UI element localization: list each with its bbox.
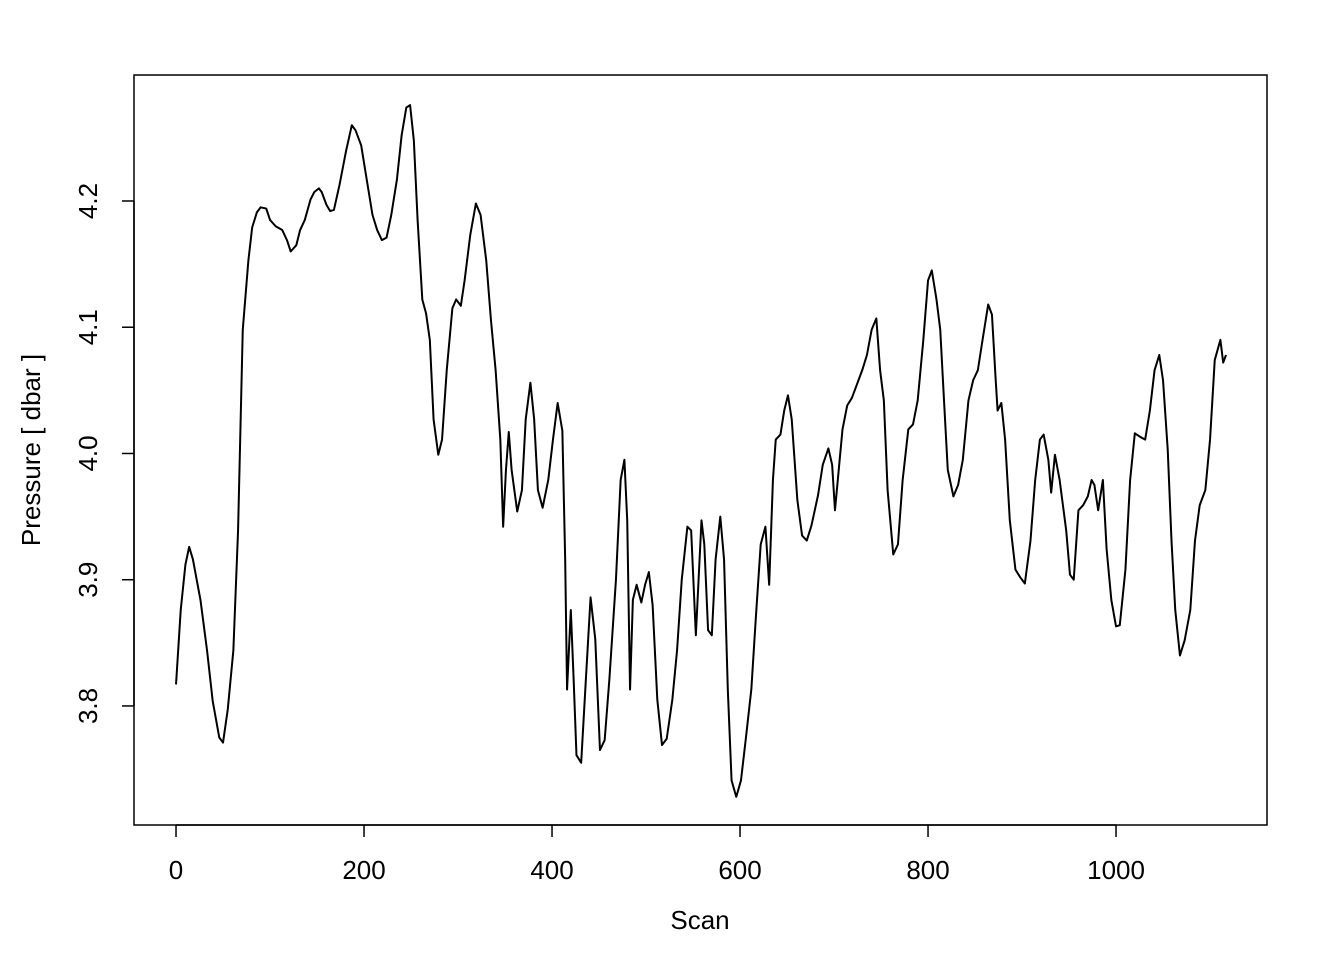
y-tick-label: 4.1 <box>73 309 103 345</box>
x-tick-label: 200 <box>342 855 385 885</box>
x-tick-label: 600 <box>718 855 761 885</box>
y-tick-label: 3.9 <box>73 562 103 598</box>
y-tick-label: 4.2 <box>73 183 103 219</box>
plot-box <box>133 74 1268 826</box>
x-axis-label: Scan <box>670 905 729 935</box>
y-axis-label: Pressure [ dbar ] <box>16 354 46 546</box>
x-tick-label: 400 <box>530 855 573 885</box>
x-tick-label: 800 <box>906 855 949 885</box>
x-tick-label: 0 <box>169 855 183 885</box>
y-tick-label: 3.8 <box>73 688 103 724</box>
data-line <box>175 104 1227 798</box>
y-tick-label: 4.0 <box>73 435 103 471</box>
x-tick-label: 1000 <box>1087 855 1145 885</box>
